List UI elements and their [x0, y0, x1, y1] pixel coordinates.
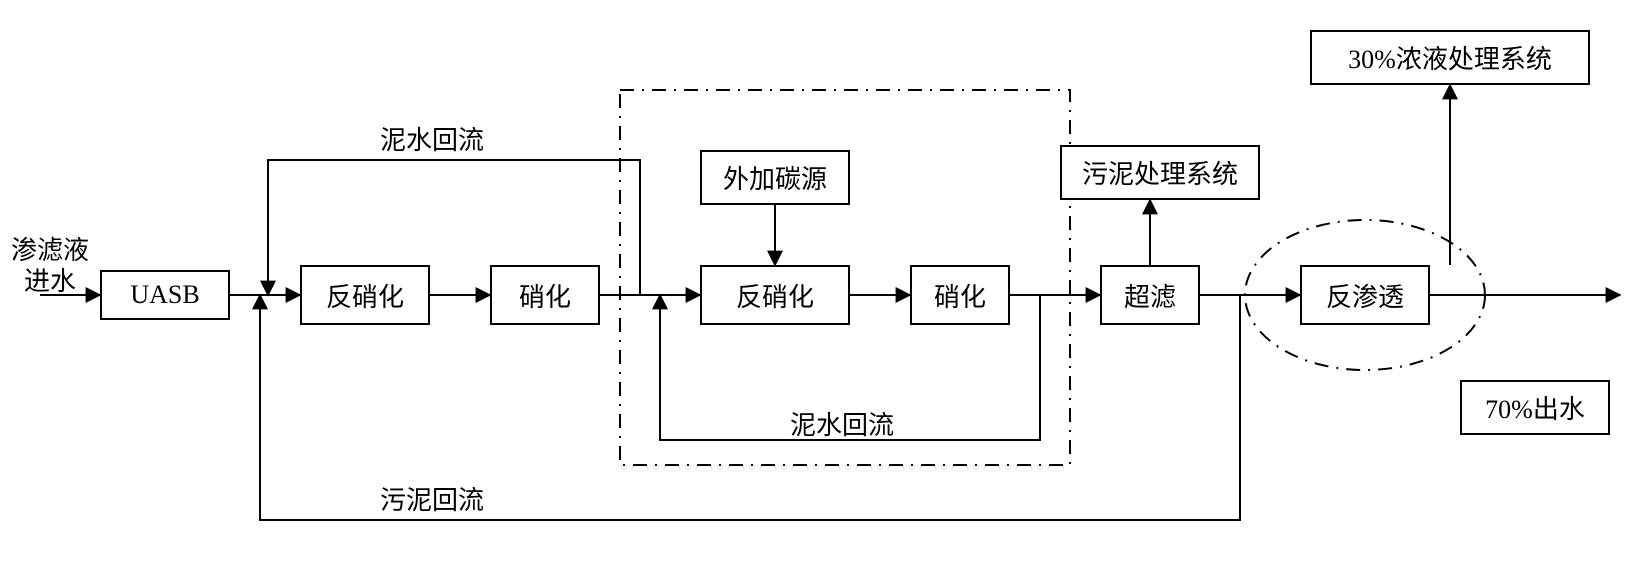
inlet-label: 渗滤液 进水	[5, 235, 95, 305]
ro-box: 反渗透	[1300, 265, 1430, 325]
carbon-box: 外加碳源	[700, 150, 850, 205]
denit2-box: 反硝化	[700, 265, 850, 325]
uf-box: 超滤	[1100, 265, 1200, 325]
nit1-text: 硝化	[519, 277, 571, 314]
carbon-text: 外加碳源	[723, 159, 827, 196]
sludge-return-label: 污泥回流	[380, 480, 484, 517]
nit1-box: 硝化	[490, 265, 600, 325]
effluent-text: 70%出水	[1485, 389, 1585, 426]
nit2-box: 硝化	[910, 265, 1010, 325]
mud-return-top-label: 泥水回流	[380, 120, 484, 157]
denit1-box: 反硝化	[300, 265, 430, 325]
denit1-text: 反硝化	[326, 277, 404, 314]
sludge-sys-box: 污泥处理系统	[1060, 145, 1260, 200]
uf-text: 超滤	[1124, 277, 1176, 314]
denit2-text: 反硝化	[736, 277, 814, 314]
flowchart-canvas: 渗滤液 进水 UASB 反硝化 硝化 外加碳源 反硝化 硝化 超滤 污泥处理系统…	[0, 0, 1640, 571]
sludge-sys-text: 污泥处理系统	[1082, 154, 1238, 191]
uasb-box: UASB	[100, 270, 230, 320]
conc-sys-box: 30%浓液处理系统	[1310, 30, 1590, 85]
nit2-text: 硝化	[934, 277, 986, 314]
effluent-box: 70%出水	[1460, 380, 1610, 435]
ro-text: 反渗透	[1326, 277, 1404, 314]
mud-return-mid-label: 泥水回流	[790, 405, 894, 442]
uasb-text: UASB	[130, 280, 199, 310]
conc-sys-text: 30%浓液处理系统	[1348, 39, 1552, 76]
